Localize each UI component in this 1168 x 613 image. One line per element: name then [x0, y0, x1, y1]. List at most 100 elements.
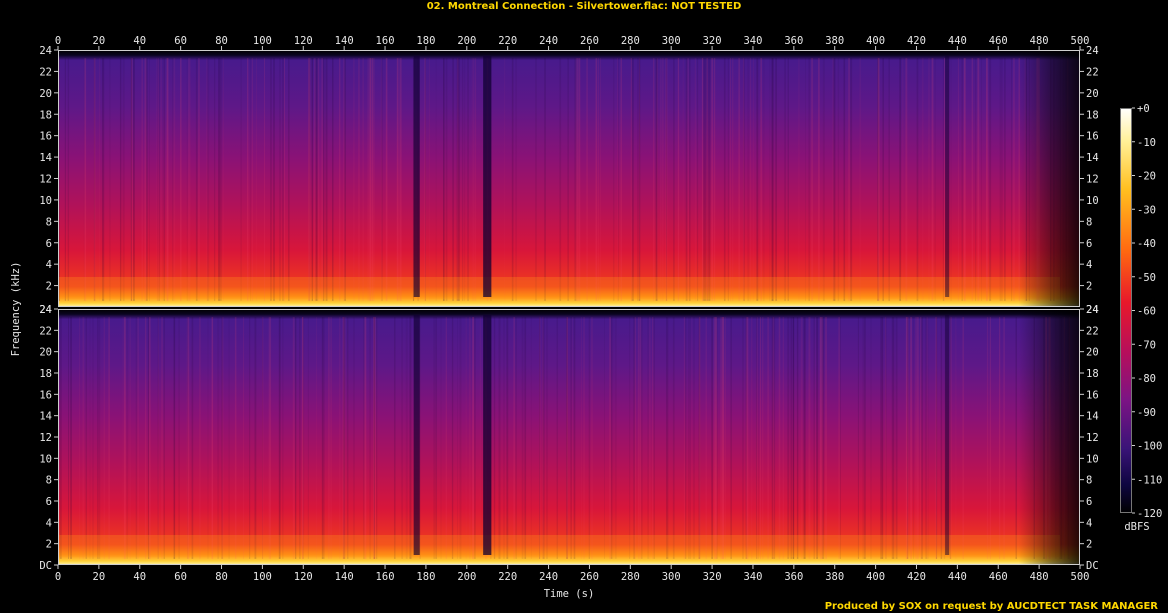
x-tick-label: 200 [457, 35, 476, 47]
texture-streak [926, 317, 929, 559]
texture-streak [58, 58, 60, 301]
texture-streak [164, 58, 165, 301]
texture-streak [315, 58, 317, 301]
texture-streak [256, 58, 257, 301]
texture-streak [763, 58, 765, 301]
texture-streak [612, 317, 614, 559]
texture-streak [637, 58, 639, 301]
x-tick-label: 320 [703, 571, 722, 583]
y-tick-label: 12 [1086, 174, 1099, 186]
texture-streak [760, 317, 761, 559]
texture-streak [119, 58, 121, 301]
texture-streak [817, 317, 819, 559]
texture-streak [689, 317, 691, 559]
texture-streak [771, 58, 773, 301]
x-tick-label: 460 [989, 571, 1008, 583]
y-tick-label: 24 [1086, 45, 1099, 57]
texture-streak [672, 317, 675, 559]
texture-streak [931, 58, 934, 301]
texture-streak [160, 58, 162, 301]
texture-streak [950, 58, 952, 301]
texture-streak [797, 317, 799, 559]
texture-streak [1013, 58, 1015, 301]
x-tick-label: 440 [948, 35, 967, 47]
texture-streak [693, 317, 695, 559]
texture-streak [70, 317, 72, 559]
texture-streak [198, 58, 200, 301]
x-tick-label: 120 [294, 571, 313, 583]
y-tick-label: 20 [1086, 88, 1099, 100]
texture-streak [498, 317, 501, 559]
texture-streak [180, 58, 182, 301]
y-tick-label: 6 [46, 238, 52, 250]
texture-streak [633, 317, 635, 559]
x-tick-label: 360 [784, 571, 803, 583]
texture-streak [59, 58, 60, 301]
texture-streak [228, 317, 230, 559]
texture-streak [753, 58, 754, 301]
texture-streak [380, 58, 382, 301]
texture-streak [425, 58, 426, 301]
texture-streak [542, 317, 544, 559]
texture-streak [467, 58, 469, 301]
texture-streak [588, 317, 590, 559]
texture-streak [857, 317, 859, 559]
texture-streak [727, 58, 729, 301]
texture-streak [822, 317, 823, 559]
x-tick-label: 340 [743, 35, 762, 47]
y-tick-label: 16 [1086, 131, 1099, 143]
texture-streak [186, 58, 188, 301]
texture-streak [103, 317, 105, 559]
texture-streak [325, 58, 328, 301]
texture-streak [682, 58, 684, 301]
texture-streak [332, 58, 334, 301]
texture-streak [986, 58, 989, 301]
texture-streak [373, 317, 375, 559]
texture-streak [369, 58, 372, 301]
texture-streak [459, 317, 462, 559]
texture-streak [344, 58, 346, 301]
texture-streak [963, 58, 966, 301]
texture-streak [751, 317, 753, 559]
texture-streak [638, 58, 641, 301]
fade-out-region [1018, 309, 1080, 565]
texture-streak [955, 317, 957, 559]
colorbar-tick-label: -10 [1137, 137, 1156, 149]
texture-streak [163, 58, 165, 301]
texture-streak [144, 58, 147, 301]
texture-streak [730, 317, 732, 559]
texture-streak [814, 317, 816, 559]
texture-streak [649, 317, 651, 559]
texture-streak [141, 58, 143, 301]
x-tick-label: 360 [784, 35, 803, 47]
x-tick-label: 240 [539, 571, 558, 583]
texture-streak [986, 317, 989, 559]
texture-streak [452, 58, 454, 301]
y-tick-label: 22 [1086, 325, 1099, 337]
texture-streak [749, 58, 751, 301]
texture-streak [882, 58, 884, 301]
texture-streak [363, 317, 365, 559]
x-tick-label: 280 [621, 35, 640, 47]
y-tick-label: 18 [39, 109, 52, 121]
texture-streak [877, 58, 879, 301]
texture-streak [362, 58, 364, 301]
footer-credit: Produced by SOX on request by AUCDTECT T… [824, 601, 1158, 612]
texture-streak [273, 58, 275, 301]
texture-streak [130, 58, 133, 301]
texture-streak [173, 317, 176, 559]
texture-streak [698, 317, 700, 559]
texture-streak [732, 58, 734, 301]
texture-streak [122, 317, 124, 559]
colorbar-scale [1120, 108, 1132, 513]
texture-streak [68, 317, 69, 559]
texture-streak [617, 58, 618, 301]
y-tick-label: 8 [1086, 475, 1092, 487]
texture-streak [317, 58, 320, 301]
y-tick-label: DC [39, 560, 52, 572]
x-tick-label: 160 [376, 35, 395, 47]
texture-streak [604, 317, 605, 559]
colorbar-tick-label: -80 [1137, 373, 1156, 385]
texture-streak [742, 317, 744, 559]
texture-streak [353, 317, 355, 559]
